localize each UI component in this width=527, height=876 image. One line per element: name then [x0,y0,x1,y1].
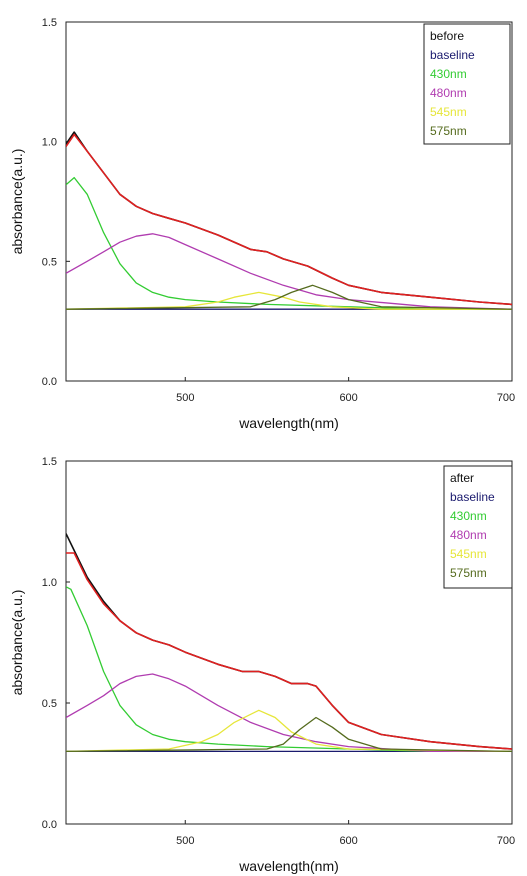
before-series-group [66,131,512,310]
after-legend-430nm: 430nm [450,509,487,523]
after-legend-after: after [450,471,474,485]
before-legend-before: before [430,29,464,43]
after-xtick-label: 600 [339,835,357,847]
before-series-545nm-line [66,291,512,310]
after-series-545nm-line [66,709,512,753]
after-x-axis-title: wavelength(nm) [238,858,339,874]
before-ytick-label: 1.0 [42,137,57,149]
after-series-430nm-line [66,586,512,753]
after-ytick-label: 0.0 [42,819,57,831]
after-legend-box [443,465,513,589]
after-xtick-label: 700 [497,835,515,847]
before-xtick-label: 600 [339,392,357,404]
before-series-430nm-line [66,176,512,310]
before-legend-baseline: baseline [430,48,475,62]
after-legend-480nm: 480nm [450,528,487,542]
after-xtick-label: 500 [176,835,194,847]
after-legend-575nm: 575nm [450,566,487,580]
before-xtick-label: 700 [497,392,515,404]
after-legend-545nm: 545nm [450,547,487,561]
before-legend-430nm: 430nm [430,67,467,81]
before-series-480nm-line [66,233,512,310]
before-chart: 0.0 0.5 1.0 1.5 500 600 700 wavelength(nm) absor… [9,17,515,431]
after-ytick-label: 1.0 [42,577,57,589]
after-series-group [66,533,512,753]
after-legend-baseline: baseline [450,490,495,504]
after-chart: 0.0 0.5 1.0 1.5 500 600 700 wavelength(nm) absor… [9,456,515,874]
before-x-axis-title: wavelength(nm) [238,415,339,431]
before-legend-480nm: 480nm [430,86,467,100]
after-y-axis-title: absorbance(a.u.) [9,590,25,696]
after-series-575nm-line [66,716,512,753]
before-series-575nm-line [66,284,512,310]
before-series-fit-line [66,133,512,306]
before-legend-box [423,23,511,145]
before-plot-frame [65,21,513,382]
before-ytick-label: 0.5 [42,256,57,268]
before-ytick-label: 0.0 [42,376,57,388]
after-series-480nm-line [66,673,512,753]
after-ytick-label: 0.5 [42,698,57,710]
after-series-fit-line [66,552,512,750]
before-legend-545nm: 545nm [430,105,467,119]
before-y-axis-title: absorbance(a.u.) [9,149,25,255]
after-ytick-label: 1.5 [42,456,57,468]
before-legend-575nm: 575nm [430,124,467,138]
before-ytick-label: 1.5 [42,17,57,29]
before-xtick-label: 500 [176,392,194,404]
after-plot-frame [65,460,513,825]
